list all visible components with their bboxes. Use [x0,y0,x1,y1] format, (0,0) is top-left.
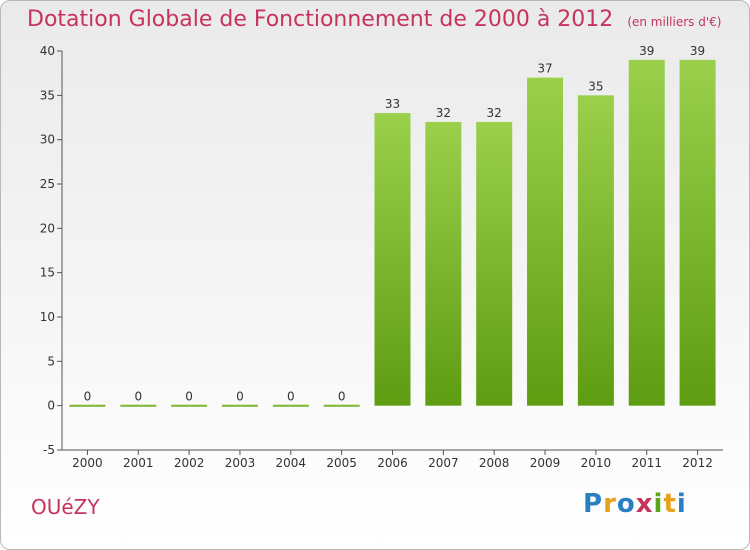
bar-2001 [120,404,157,407]
x-tick-label-2003: 2003 [225,456,256,470]
x-tick-label-2001: 2001 [123,456,154,470]
x-tick-label-2011: 2011 [631,456,662,470]
bar-2006 [374,113,411,406]
data-label-2005: 0 [338,390,346,404]
y-tick-label: 30 [40,133,55,147]
data-label-2003: 0 [236,390,244,404]
chart-title-text: Dotation Globale de Fonctionnement de 20… [27,7,614,32]
y-tick-label: 0 [47,399,55,413]
bar-2000 [69,404,106,407]
chart-bars: 0 0 0 0 0 0 33 32 32 37 35 39 39 [69,44,716,407]
y-tick-label: 40 [40,44,55,58]
data-label-2012: 39 [690,44,705,58]
bar-2011 [628,59,665,406]
proxiti-logo: Proxiti [583,489,687,519]
bar-2009 [527,77,564,406]
logo-letter-r: r [603,489,617,519]
chart-axes: -5 0 5 10 15 20 25 30 35 40 2000 2001 2002 2003 2004 20… [40,44,723,470]
logo-letter-i2: i [676,489,687,519]
y-tick-label: -5 [43,443,55,457]
commune-name: OUéZY [31,495,100,519]
logo-letter-x: x [635,489,654,519]
chart-subtitle: (en milliers d'€) [627,15,722,29]
data-label-2011: 39 [639,44,654,58]
y-tick-label: 5 [47,354,55,368]
x-tick-label-2007: 2007 [428,456,459,470]
x-tick-label-2000: 2000 [72,456,103,470]
logo-letter-i1: i [653,489,664,519]
x-tick-label-2010: 2010 [581,456,612,470]
y-tick-label: 35 [40,88,55,102]
y-tick-label: 20 [40,221,55,235]
bar-2002 [171,404,208,407]
x-tick-label-2009: 2009 [530,456,561,470]
x-tick-label-2012: 2012 [682,456,713,470]
bar-2008 [476,121,513,406]
x-tick-label-2002: 2002 [174,456,205,470]
x-tick-label-2004: 2004 [276,456,307,470]
data-label-2007: 32 [436,106,451,120]
data-label-2006: 33 [385,97,400,111]
bar-2005 [323,404,360,407]
data-label-2004: 0 [287,390,295,404]
bar-2012 [679,59,716,406]
x-tick-label-2006: 2006 [377,456,408,470]
data-label-2002: 0 [185,390,193,404]
logo-letter-t: t [663,489,677,519]
y-tick-label: 25 [40,177,55,191]
data-label-2008: 32 [487,106,502,120]
logo-letter-p: P [583,489,604,519]
y-tick-label: 10 [40,310,55,324]
x-tick-label-2005: 2005 [326,456,357,470]
data-label-2010: 35 [588,79,603,93]
x-tick-label-2008: 2008 [479,456,510,470]
bar-2010 [577,95,614,406]
logo-letter-o: o [616,489,636,519]
data-label-2000: 0 [84,390,92,404]
bar-2004 [272,404,309,407]
data-label-2009: 37 [537,62,552,76]
bar-2003 [221,404,258,407]
y-tick-label: 15 [40,266,55,280]
bar-2007 [425,121,462,406]
chart-title: Dotation Globale de Fonctionnement de 20… [27,7,721,32]
data-label-2001: 0 [134,390,142,404]
